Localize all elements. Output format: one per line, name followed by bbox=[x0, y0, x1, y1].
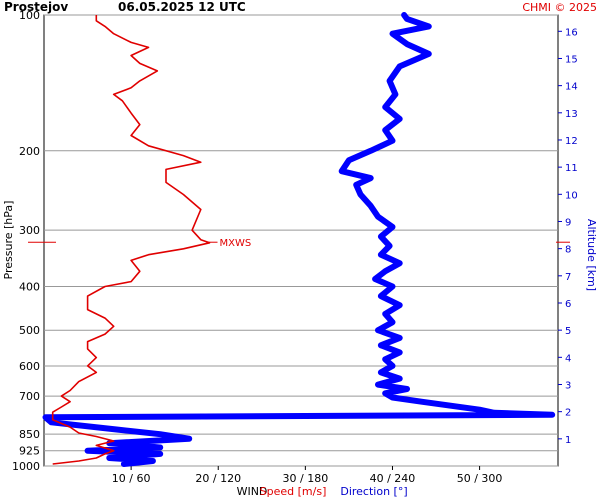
x-tick-label: 50 / 300 bbox=[457, 472, 503, 485]
grid bbox=[44, 14, 558, 467]
altitude-tick-label: 1 bbox=[565, 435, 571, 446]
plot-frame bbox=[43, 14, 559, 467]
altitude-tick-label: 14 bbox=[565, 82, 578, 93]
x-tick-label: 30 / 180 bbox=[283, 472, 329, 485]
altitude-tick-label: 12 bbox=[565, 136, 578, 147]
altitude-tick-label: 8 bbox=[565, 245, 571, 256]
direction-series-line bbox=[42, 12, 556, 467]
chart-station: Prostejov bbox=[4, 0, 68, 14]
pressure-tick-label: 1000 bbox=[12, 460, 40, 473]
x-tick-label: 20 / 120 bbox=[195, 472, 241, 485]
legend-direction: Direction [°] bbox=[340, 485, 407, 498]
legend-wind: WIND bbox=[237, 485, 268, 498]
chart-datetime: 06.05.2025 12 UTC bbox=[118, 0, 246, 14]
pressure-axis-label: Pressure [hPa] bbox=[2, 201, 15, 280]
altitude-axis-label: Altitude [km] bbox=[585, 219, 598, 291]
pressure-tick-label: 400 bbox=[19, 281, 40, 294]
pressure-tick-labels: 100 200 300 400 500 600 700 850 925 1000 bbox=[12, 9, 40, 473]
altitude-tick-label: 10 bbox=[565, 190, 578, 201]
mxws-marker: MXWS bbox=[28, 238, 570, 249]
x-tick-label: 40 / 240 bbox=[370, 472, 416, 485]
altitude-tick-label: 4 bbox=[565, 353, 571, 364]
altitude-tick-label: 16 bbox=[565, 27, 578, 38]
pressure-tick-label: 500 bbox=[19, 324, 40, 337]
altitude-tick-label: 13 bbox=[565, 109, 578, 120]
pressure-tick-label: 700 bbox=[19, 390, 40, 403]
pressure-tick-label: 100 bbox=[19, 9, 40, 22]
mxws-label: MXWS bbox=[220, 238, 252, 249]
legend-speed: Speed [m/s] bbox=[260, 485, 327, 498]
pressure-tick-label: 850 bbox=[19, 428, 40, 441]
pressure-tick-label: 600 bbox=[19, 360, 40, 373]
pressure-tick-label: 300 bbox=[19, 224, 40, 237]
x-tick-labels: 10 / 60 20 / 120 30 / 180 40 / 240 50 / 300 bbox=[112, 466, 503, 485]
altitude-tick-label: 11 bbox=[565, 163, 578, 174]
x-tick-label: 10 / 60 bbox=[112, 472, 151, 485]
altitude-tick-label: 7 bbox=[565, 272, 571, 283]
credit-text: CHMI © 2025 bbox=[522, 1, 597, 14]
altitude-tick-label: 6 bbox=[565, 299, 571, 310]
pressure-tick-label: 925 bbox=[19, 445, 40, 458]
altitude-tick-label: 5 bbox=[565, 326, 571, 337]
altitude-tick-label: 2 bbox=[565, 408, 571, 419]
pressure-tick-label: 200 bbox=[19, 145, 40, 158]
altitude-tick-label: 3 bbox=[565, 380, 571, 391]
altitude-tick-label: 15 bbox=[565, 54, 578, 65]
speed-series-line bbox=[51, 15, 211, 465]
altitude-tick-label: 9 bbox=[565, 217, 571, 228]
